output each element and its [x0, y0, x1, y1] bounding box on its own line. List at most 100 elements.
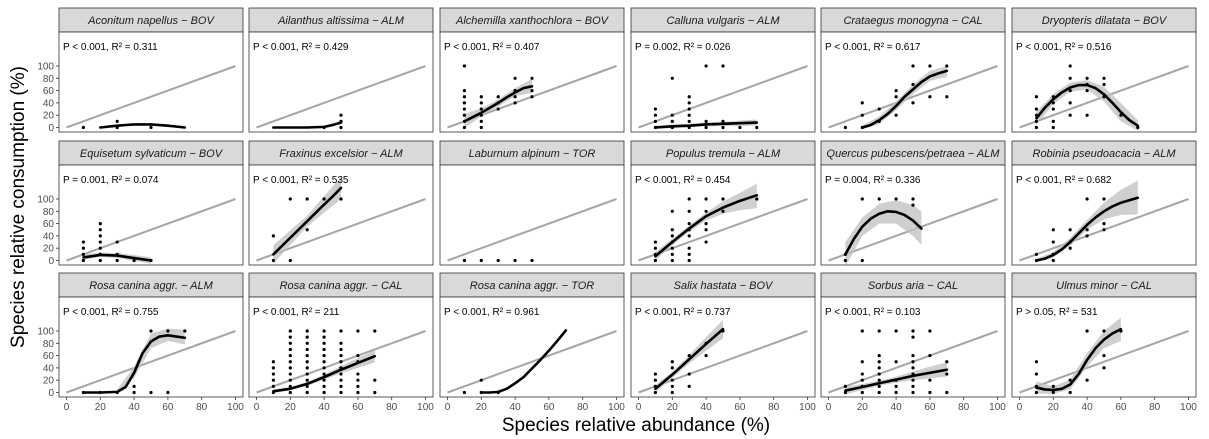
data-point: [288, 329, 292, 333]
data-point: [877, 366, 881, 370]
data-point: [860, 258, 864, 263]
data-point: [115, 125, 119, 130]
panel-strip: [248, 7, 434, 33]
reference-line: [828, 65, 998, 129]
panel-border: [630, 296, 816, 398]
panel-title: Populus tremula − ALM: [666, 148, 781, 160]
fit-curve: [272, 186, 343, 256]
data-point: [322, 335, 326, 339]
fit-curve: [1035, 196, 1140, 262]
data-point: [81, 252, 85, 256]
data-point: [1102, 76, 1106, 80]
data-point: [1102, 197, 1106, 201]
data-point: [1068, 390, 1072, 395]
data-point: [305, 228, 309, 232]
data-point: [670, 384, 674, 388]
data-point: [670, 246, 674, 250]
data-point: [322, 360, 326, 364]
data-point: [670, 234, 674, 238]
data-point: [945, 390, 949, 395]
data-point: [1085, 82, 1089, 87]
x-tick-label: 20: [857, 402, 869, 413]
data-point: [1102, 354, 1106, 358]
data-point: [305, 335, 309, 339]
panel-border: [630, 164, 816, 266]
data-point: [945, 360, 949, 364]
data-point: [322, 354, 326, 358]
data-point: [928, 390, 932, 395]
data-point: [653, 252, 658, 256]
data-point: [479, 125, 483, 130]
data-point: [1051, 119, 1055, 123]
data-point: [670, 378, 674, 382]
data-point: [288, 378, 292, 382]
panel: Fraxinus excelsior − ALM P < 0.001, R² = …: [248, 140, 434, 266]
panel: Ailanthus altissima − ALM P < 0.001, R² =…: [248, 7, 434, 133]
data-point: [322, 341, 326, 345]
data-point: [877, 197, 881, 201]
data-point: [670, 119, 674, 123]
data-point: [479, 378, 483, 382]
x-tick-label: 100: [1180, 402, 1197, 413]
data-point: [911, 378, 915, 382]
data-point: [687, 113, 691, 117]
panel-title: Quercus pubescens/petraea − ALM: [827, 148, 1001, 160]
stat-label: P < 0.001, R² = 0.682: [1016, 175, 1112, 186]
reference-line: [1019, 330, 1189, 394]
data-point: [721, 197, 725, 201]
data-point: [860, 113, 864, 117]
data-point: [911, 360, 915, 364]
data-point: [479, 390, 483, 395]
data-point: [670, 390, 674, 395]
stat-label: P < 0.001, R² = 0.454: [635, 175, 731, 186]
panel: Calluna vulgaris − ALM P = 0.002, R² = 0.…: [630, 7, 816, 133]
y-tick-label: 100: [37, 327, 54, 338]
data-point: [687, 258, 691, 263]
data-point: [704, 222, 708, 226]
data-point: [339, 329, 343, 333]
data-point: [288, 197, 292, 201]
data-point: [149, 125, 153, 130]
data-point: [877, 372, 881, 376]
data-point: [98, 390, 102, 395]
data-point: [322, 378, 326, 382]
x-tick-label: 60: [734, 402, 746, 413]
data-point: [1119, 113, 1123, 117]
data-point: [271, 378, 275, 382]
reference-line: [638, 65, 808, 129]
data-point: [530, 76, 534, 80]
panel-marks: [828, 197, 998, 265]
x-tick-label: 60: [924, 402, 936, 413]
stat-label: P < 0.001, R² = 211: [253, 307, 340, 318]
y-tick-label: 0: [48, 388, 54, 399]
data-point: [115, 390, 119, 395]
panel-strip: [820, 7, 1006, 33]
data-point: [653, 390, 658, 395]
stat-label: P < 0.001, R² = 0.755: [63, 307, 159, 318]
data-point: [271, 384, 275, 388]
data-point: [81, 258, 85, 263]
y-tick-label: 60: [43, 86, 55, 97]
x-axis-title: Species relative abundance (%): [502, 415, 770, 436]
data-point: [339, 360, 343, 364]
panel-strip: [1011, 140, 1197, 166]
data-point: [687, 354, 691, 358]
data-point: [653, 119, 658, 123]
data-point: [98, 228, 102, 232]
data-point: [1034, 390, 1038, 395]
data-point: [513, 89, 517, 93]
stat-label: P < 0.001, R² = 0.311: [63, 42, 158, 53]
panel-marks: [256, 176, 426, 264]
data-point: [1085, 76, 1089, 80]
stat-label: P = 0.001, R² = 0.074: [63, 175, 159, 186]
panel-marks: [828, 329, 998, 395]
y-tick-label: 60: [43, 219, 55, 230]
data-point: [911, 197, 915, 201]
data-point: [653, 378, 658, 382]
panel-marks: [828, 64, 998, 130]
panel-strip: [1011, 7, 1197, 33]
panel-marks: [638, 183, 808, 263]
data-point: [1085, 228, 1089, 232]
data-point: [339, 197, 343, 201]
panel-plot-area: [440, 297, 624, 397]
